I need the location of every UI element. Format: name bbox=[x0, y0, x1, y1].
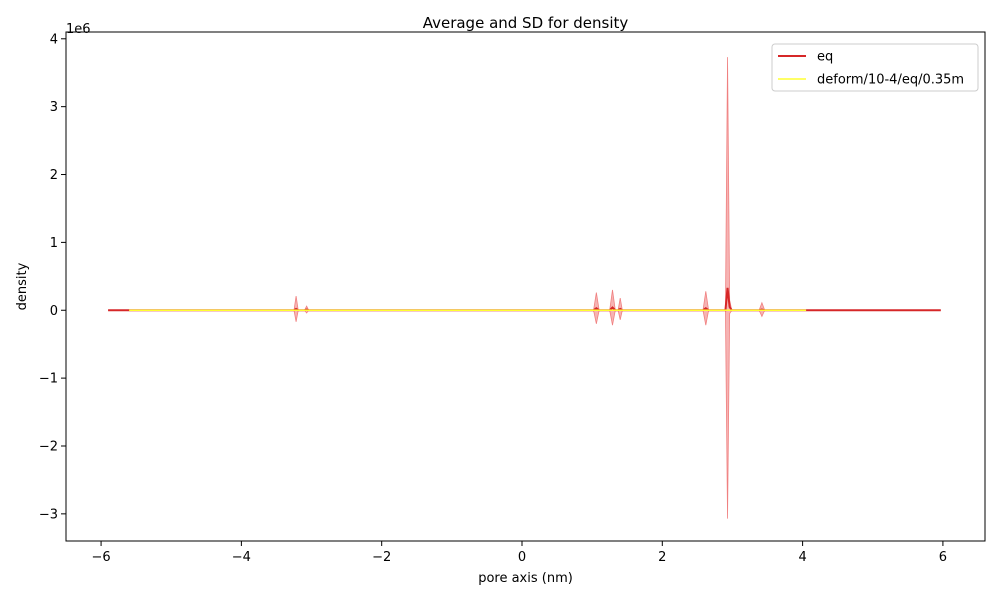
x-tick-label: 4 bbox=[798, 550, 806, 565]
x-tick-label: −4 bbox=[232, 550, 251, 565]
y-ticks: −3 −2 −1 0 1 2 3 4 bbox=[39, 32, 66, 522]
sd-band-series-0 bbox=[108, 57, 941, 519]
x-tick-label: −6 bbox=[91, 550, 110, 565]
legend: eq deform/10-4/eq/0.35m bbox=[771, 43, 979, 92]
y-tick-label: −1 bbox=[39, 372, 58, 387]
mean-lines bbox=[108, 287, 941, 312]
y-tick-label: 2 bbox=[50, 168, 58, 183]
legend-box bbox=[771, 43, 979, 92]
y-tick-label: 0 bbox=[50, 304, 58, 319]
y-tick-label: −3 bbox=[39, 507, 58, 522]
x-tick-label: 0 bbox=[518, 550, 526, 565]
x-axis-label: pore axis (nm) bbox=[478, 571, 573, 586]
y-tick-label: 1 bbox=[50, 236, 58, 251]
plot-frame bbox=[65, 31, 986, 542]
legend-label-0: eq bbox=[817, 50, 833, 65]
y-tick-label: 4 bbox=[50, 32, 58, 47]
x-ticks: −6 −4 −2 0 2 4 6 bbox=[91, 541, 947, 565]
y-tick-label: −2 bbox=[39, 439, 58, 454]
chart-title: Average and SD for density bbox=[423, 14, 629, 32]
y-tick-label: 3 bbox=[50, 100, 58, 115]
x-tick-label: 6 bbox=[939, 550, 947, 565]
x-tick-label: −2 bbox=[372, 550, 391, 565]
x-tick-label: 2 bbox=[658, 550, 666, 565]
y-axis-label: density bbox=[15, 262, 30, 310]
legend-label-1: deform/10-4/eq/0.35m bbox=[817, 73, 964, 88]
y-scale-offset-label: 1e6 bbox=[66, 22, 91, 37]
